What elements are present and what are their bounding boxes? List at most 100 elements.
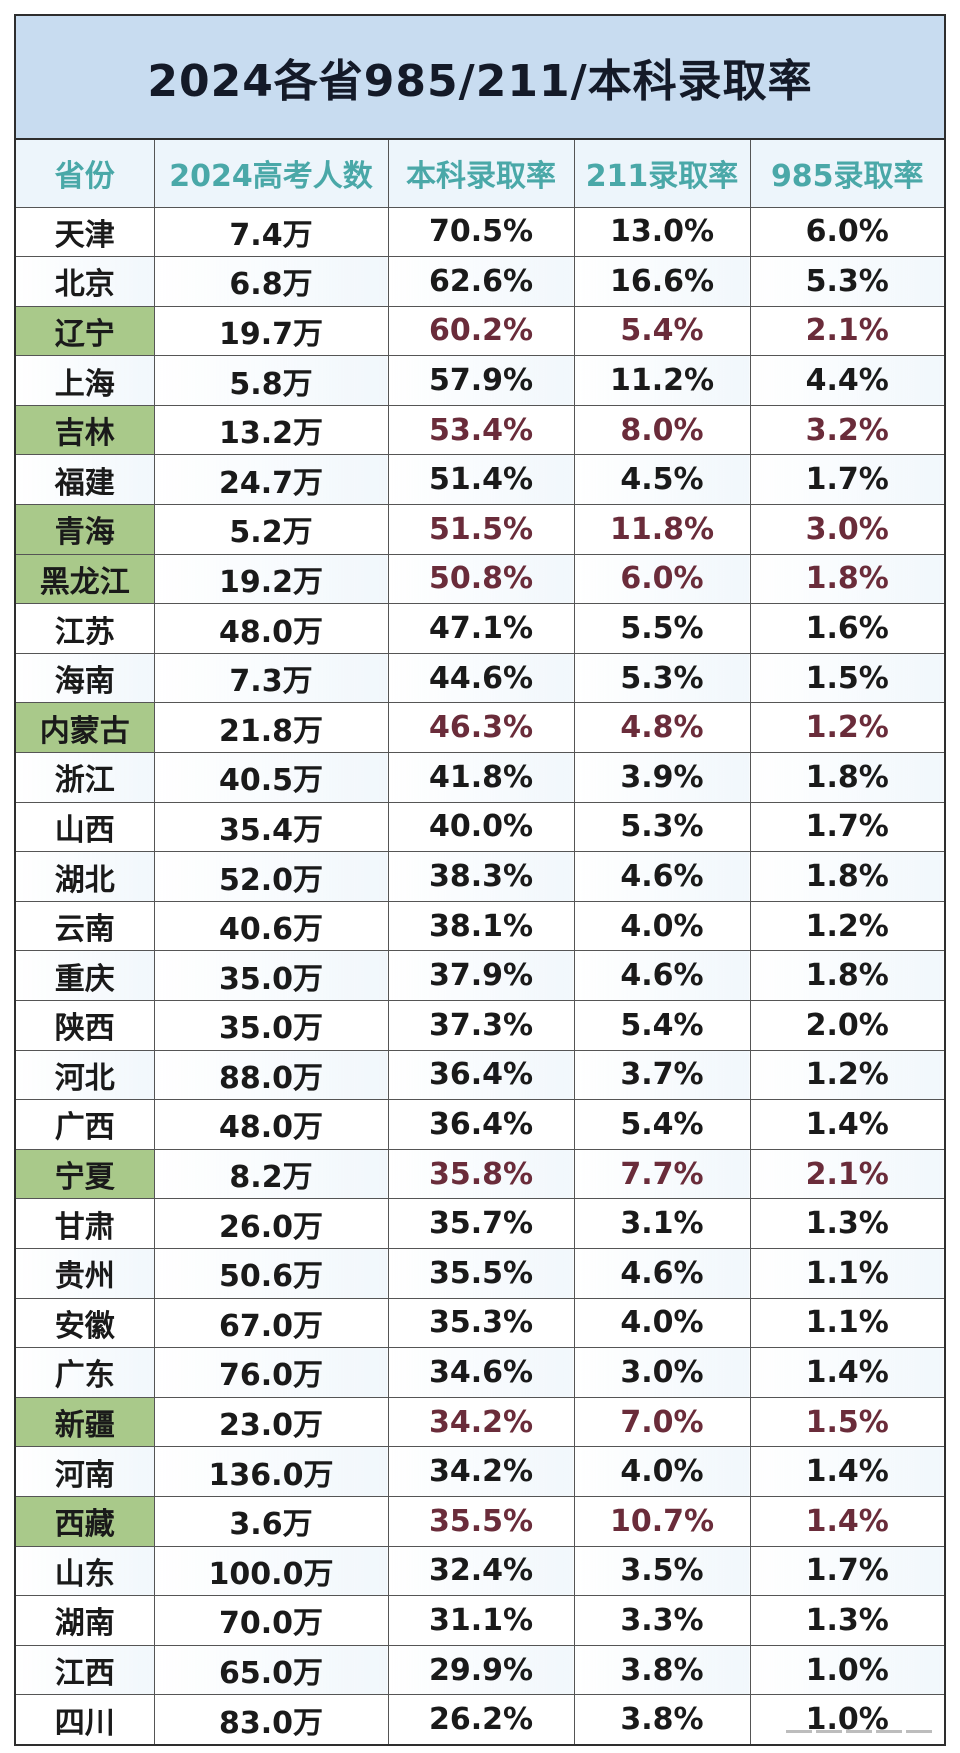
table-row: 北京 6.8万 62.6% 16.6% 5.3% <box>16 256 944 307</box>
table-row: 甘肃 26.0万 35.7% 3.1% 1.3% <box>16 1198 944 1249</box>
undergrad-rate-cell: 70.5% <box>387 206 575 258</box>
province-cell: 江西 <box>16 1644 155 1696</box>
rate-985-cell: 1.4% <box>749 1495 944 1547</box>
rate-211-cell: 4.0% <box>573 1297 751 1349</box>
table-row: 河南 136.0万 34.2% 4.0% 1.4% <box>16 1446 944 1497</box>
table-row: 辽宁 19.7万 60.2% 5.4% 2.1% <box>16 305 944 357</box>
exam-count-cell: 13.2万 <box>153 404 389 456</box>
rate-211-cell: 3.8% <box>573 1644 751 1696</box>
undergrad-rate-cell: 46.3% <box>387 702 575 754</box>
undergrad-rate-cell: 37.3% <box>387 1000 575 1051</box>
undergrad-rate-cell: 36.4% <box>387 1049 575 1101</box>
province-cell: 海南 <box>16 652 155 704</box>
undergrad-rate-cell: 35.5% <box>387 1495 575 1547</box>
table-row: 海南 7.3万 44.6% 5.3% 1.5% <box>16 652 944 704</box>
table-row: 湖北 52.0万 38.3% 4.6% 1.8% <box>16 851 944 902</box>
rate-211-cell: 7.0% <box>573 1396 751 1448</box>
province-cell: 湖南 <box>16 1595 155 1646</box>
exam-count-cell: 19.7万 <box>153 305 389 357</box>
table-row: 重庆 35.0万 37.9% 4.6% 1.8% <box>16 950 944 1001</box>
table-row: 青海 5.2万 51.5% 11.8% 3.0% <box>16 504 944 555</box>
undergrad-rate-cell: 36.4% <box>387 1099 575 1150</box>
table-row: 吉林 13.2万 53.4% 8.0% 3.2% <box>16 404 944 456</box>
table-title-bar: 2024各省985/211/本科录取率 <box>16 16 944 140</box>
exam-count-cell: 35.0万 <box>153 1000 389 1051</box>
rate-985-cell: 1.8% <box>749 950 944 1001</box>
undergrad-rate-cell: 37.9% <box>387 950 575 1001</box>
table-row: 广东 76.0万 34.6% 3.0% 1.4% <box>16 1347 944 1398</box>
rate-211-cell: 4.5% <box>573 454 751 506</box>
exam-count-cell: 7.3万 <box>153 652 389 704</box>
rate-211-cell: 3.1% <box>573 1198 751 1249</box>
rate-985-cell: 1.0% <box>749 1694 944 1745</box>
exam-count-cell: 26.0万 <box>153 1198 389 1249</box>
rate-985-cell: 2.1% <box>749 1148 944 1200</box>
exam-count-cell: 50.6万 <box>153 1247 389 1299</box>
rate-211-cell: 5.3% <box>573 801 751 853</box>
exam-count-cell: 35.4万 <box>153 801 389 853</box>
admission-rate-table-card: 2024各省985/211/本科录取率 省份 2024高考人数 本科录取率 21… <box>14 14 946 1747</box>
province-cell: 广东 <box>16 1347 155 1398</box>
exam-count-cell: 35.0万 <box>153 950 389 1001</box>
rate-985-cell: 1.4% <box>749 1446 944 1497</box>
exam-count-cell: 5.2万 <box>153 504 389 555</box>
province-cell: 山东 <box>16 1545 155 1597</box>
exam-count-cell: 7.4万 <box>153 206 389 258</box>
rate-985-cell: 1.2% <box>749 900 944 952</box>
rate-985-cell: 1.4% <box>749 1347 944 1398</box>
table-header: 省份 2024高考人数 本科录取率 211录取率 985录取率 <box>16 140 944 208</box>
table-row: 天津 7.4万 70.5% 13.0% 6.0% <box>16 206 944 258</box>
rate-211-cell: 4.0% <box>573 1446 751 1497</box>
province-cell: 贵州 <box>16 1247 155 1299</box>
province-cell: 吉林 <box>16 404 155 456</box>
exam-count-cell: 21.8万 <box>153 702 389 754</box>
exam-count-cell: 23.0万 <box>153 1396 389 1448</box>
admission-rate-table: 省份 2024高考人数 本科录取率 211录取率 985录取率 天津 7.4万 70… <box>16 140 944 1745</box>
rate-985-cell: 1.2% <box>749 702 944 754</box>
rate-211-cell: 7.7% <box>573 1148 751 1200</box>
header-row: 省份 2024高考人数 本科录取率 211录取率 985录取率 <box>16 140 944 208</box>
header-undergrad-rate: 本科录取率 <box>387 140 575 208</box>
table-row: 四川 83.0万 26.2% 3.8% 1.0% <box>16 1694 944 1745</box>
province-cell: 黑龙江 <box>16 553 155 605</box>
rate-985-cell: 4.4% <box>749 355 944 406</box>
rate-985-cell: 2.0% <box>749 1000 944 1051</box>
rate-985-cell: 1.5% <box>749 652 944 704</box>
rate-211-cell: 3.8% <box>573 1694 751 1745</box>
province-cell: 宁夏 <box>16 1148 155 1200</box>
undergrad-rate-cell: 38.3% <box>387 851 575 902</box>
rate-211-cell: 5.3% <box>573 652 751 704</box>
rate-985-cell: 1.3% <box>749 1198 944 1249</box>
rate-985-cell: 6.0% <box>749 206 944 258</box>
province-cell: 河北 <box>16 1049 155 1101</box>
undergrad-rate-cell: 51.4% <box>387 454 575 506</box>
exam-count-cell: 5.8万 <box>153 355 389 406</box>
undergrad-rate-cell: 38.1% <box>387 900 575 952</box>
province-cell: 甘肃 <box>16 1198 155 1249</box>
table-row: 云南 40.6万 38.1% 4.0% 1.2% <box>16 900 944 952</box>
table-row: 浙江 40.5万 41.8% 3.9% 1.8% <box>16 752 944 803</box>
undergrad-rate-cell: 47.1% <box>387 603 575 654</box>
rate-211-cell: 8.0% <box>573 404 751 456</box>
rate-211-cell: 16.6% <box>573 256 751 307</box>
rate-211-cell: 4.6% <box>573 1247 751 1299</box>
table-row: 江苏 48.0万 47.1% 5.5% 1.6% <box>16 603 944 654</box>
exam-count-cell: 8.2万 <box>153 1148 389 1200</box>
exam-count-cell: 88.0万 <box>153 1049 389 1101</box>
province-cell: 新疆 <box>16 1396 155 1448</box>
province-cell: 河南 <box>16 1446 155 1497</box>
rate-211-cell: 13.0% <box>573 206 751 258</box>
province-cell: 安徽 <box>16 1297 155 1349</box>
exam-count-cell: 40.5万 <box>153 752 389 803</box>
table-row: 山东 100.0万 32.4% 3.5% 1.7% <box>16 1545 944 1597</box>
table-row: 内蒙古 21.8万 46.3% 4.8% 1.2% <box>16 702 944 754</box>
table-title: 2024各省985/211/本科录取率 <box>147 56 813 107</box>
rate-211-cell: 3.7% <box>573 1049 751 1101</box>
rate-211-cell: 3.9% <box>573 752 751 803</box>
rate-211-cell: 10.7% <box>573 1495 751 1547</box>
province-cell: 四川 <box>16 1694 155 1745</box>
rate-985-cell: 1.5% <box>749 1396 944 1448</box>
undergrad-rate-cell: 51.5% <box>387 504 575 555</box>
province-cell: 青海 <box>16 504 155 555</box>
undergrad-rate-cell: 34.6% <box>387 1347 575 1398</box>
